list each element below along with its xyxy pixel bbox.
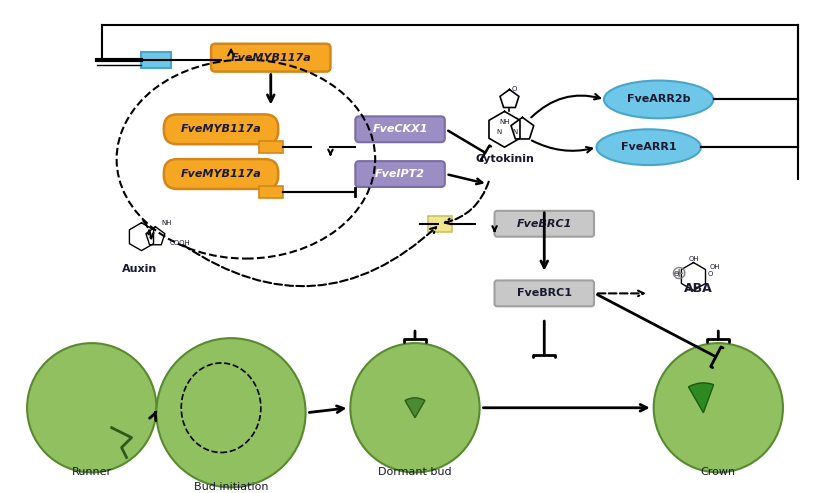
FancyBboxPatch shape bbox=[164, 114, 278, 144]
FancyBboxPatch shape bbox=[259, 186, 282, 198]
Text: O: O bbox=[708, 272, 713, 278]
Text: FveBRC1: FveBRC1 bbox=[516, 288, 571, 298]
Text: Auxin: Auxin bbox=[122, 264, 157, 274]
Text: Cytokinin: Cytokinin bbox=[475, 154, 534, 164]
FancyBboxPatch shape bbox=[211, 44, 330, 71]
Text: FveMYB117a: FveMYB117a bbox=[181, 169, 261, 179]
Circle shape bbox=[156, 338, 305, 487]
Text: Dormant bud: Dormant bud bbox=[378, 467, 452, 477]
Text: N: N bbox=[497, 129, 502, 135]
Text: N: N bbox=[512, 129, 518, 135]
Text: FveMYB117a: FveMYB117a bbox=[231, 53, 311, 63]
Text: FveBRC1: FveBRC1 bbox=[516, 219, 572, 229]
FancyBboxPatch shape bbox=[428, 216, 452, 232]
Text: OH: OH bbox=[688, 255, 699, 262]
FancyBboxPatch shape bbox=[259, 141, 282, 153]
Text: NH: NH bbox=[162, 220, 172, 226]
Ellipse shape bbox=[597, 129, 701, 165]
FancyBboxPatch shape bbox=[494, 281, 594, 306]
Text: FveARR2b: FveARR2b bbox=[627, 95, 690, 105]
FancyBboxPatch shape bbox=[164, 159, 278, 189]
Text: O: O bbox=[673, 272, 679, 278]
Text: OH: OH bbox=[709, 264, 720, 270]
Wedge shape bbox=[405, 398, 425, 418]
Text: ABA: ABA bbox=[684, 282, 713, 295]
Circle shape bbox=[654, 343, 783, 472]
Circle shape bbox=[351, 343, 479, 472]
Text: NH: NH bbox=[499, 119, 510, 125]
FancyBboxPatch shape bbox=[494, 211, 594, 237]
Text: FveCKX1: FveCKX1 bbox=[372, 124, 428, 134]
Wedge shape bbox=[689, 383, 713, 413]
Text: Runner: Runner bbox=[71, 467, 112, 477]
FancyBboxPatch shape bbox=[141, 52, 172, 68]
Text: O: O bbox=[511, 86, 517, 93]
FancyBboxPatch shape bbox=[355, 116, 445, 142]
Ellipse shape bbox=[604, 80, 713, 118]
Text: ⊕: ⊕ bbox=[670, 264, 686, 283]
Text: FveMYB117a: FveMYB117a bbox=[181, 124, 261, 134]
Text: Crown: Crown bbox=[701, 467, 736, 477]
Text: FveIPT2: FveIPT2 bbox=[375, 169, 425, 179]
Text: Bud initiation: Bud initiation bbox=[194, 482, 268, 493]
Circle shape bbox=[27, 343, 156, 472]
Text: FveARR1: FveARR1 bbox=[621, 142, 677, 152]
FancyBboxPatch shape bbox=[355, 161, 445, 187]
Text: COOH: COOH bbox=[169, 240, 190, 246]
